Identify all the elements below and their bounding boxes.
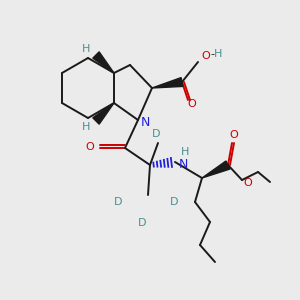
Text: H: H <box>181 147 189 157</box>
Text: H: H <box>82 122 90 132</box>
Text: D: D <box>138 218 146 228</box>
Text: -: - <box>210 49 214 59</box>
Text: H: H <box>82 44 90 54</box>
Text: D: D <box>152 129 160 139</box>
Text: D: D <box>113 197 122 207</box>
Text: N: N <box>140 116 150 128</box>
Polygon shape <box>93 103 114 124</box>
Text: D: D <box>170 197 178 207</box>
Text: N: N <box>178 158 188 170</box>
Polygon shape <box>152 78 183 88</box>
Text: O: O <box>188 99 196 109</box>
Text: O: O <box>201 51 210 61</box>
Text: O: O <box>230 130 238 140</box>
Polygon shape <box>93 52 114 73</box>
Polygon shape <box>202 161 230 178</box>
Text: O: O <box>244 178 252 188</box>
Text: O: O <box>85 142 94 152</box>
Text: H: H <box>214 49 222 59</box>
